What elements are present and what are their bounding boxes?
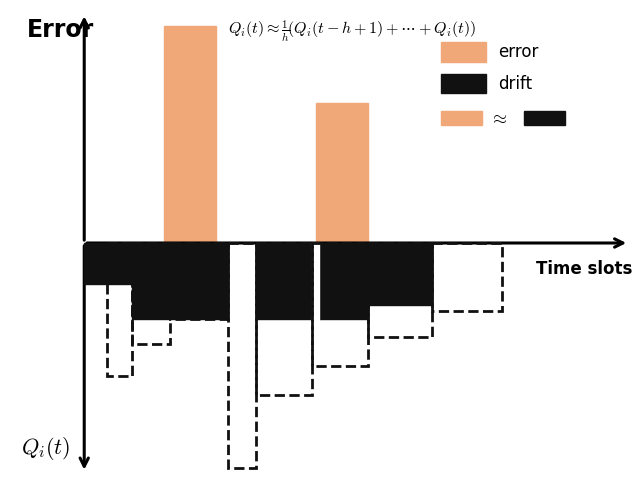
Bar — [228, 243, 256, 468]
Text: $Q_i(t)$: $Q_i(t)$ — [20, 435, 70, 462]
Text: $Q_i(t) \approx \frac{1}{h}\!\left(Q_i(t-h+1)+\cdots+Q_i(t)\right)$: $Q_i(t) \approx \frac{1}{h}\!\left(Q_i(t… — [228, 18, 476, 44]
Text: Error: Error — [27, 18, 94, 42]
Bar — [106, 243, 132, 376]
Bar — [170, 243, 228, 319]
Bar — [524, 111, 565, 124]
Bar — [368, 243, 431, 337]
Text: Time slots: Time slots — [536, 260, 632, 278]
Bar — [312, 243, 319, 320]
Bar — [441, 42, 486, 62]
Bar — [256, 284, 368, 319]
Text: drift: drift — [499, 74, 532, 92]
Bar — [84, 243, 228, 284]
Bar — [164, 26, 216, 243]
Bar — [368, 284, 431, 305]
Bar — [441, 74, 486, 93]
Text: error: error — [499, 43, 539, 61]
Bar — [441, 111, 483, 124]
Bar — [256, 243, 431, 284]
Bar — [132, 284, 228, 319]
Bar — [256, 243, 312, 395]
Text: $Q_i(t)/h$: $Q_i(t)/h$ — [88, 250, 135, 268]
Bar — [132, 243, 170, 345]
Bar — [312, 243, 368, 366]
Bar — [431, 243, 502, 311]
Text: $\approx$: $\approx$ — [489, 109, 507, 127]
Bar — [316, 103, 368, 243]
